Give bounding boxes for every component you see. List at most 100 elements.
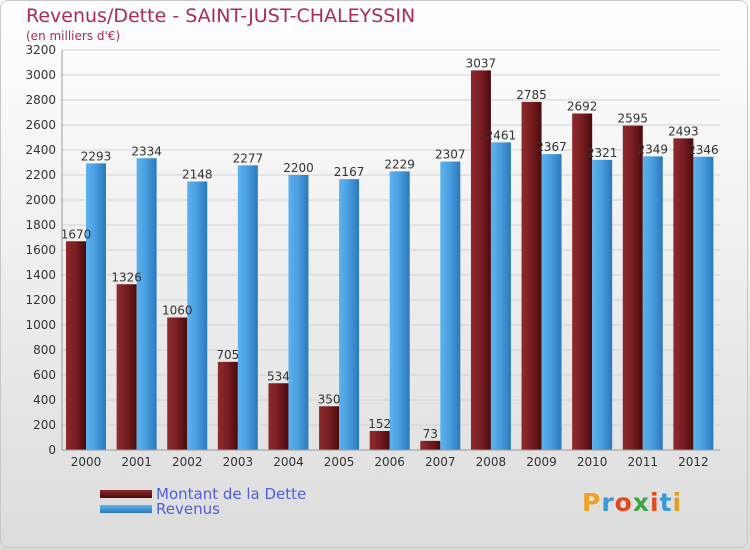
legend-item-debt: Montant de la Dette [100,484,307,503]
debt-value-label: 705 [216,348,239,362]
debt-value-label: 2692 [567,100,598,114]
revenue-value-label: 2277 [233,151,264,165]
y-tick-label: 3200 [25,43,56,57]
debt-value-label: 1670 [61,227,92,241]
debt-value-label: 2493 [668,124,699,138]
debt-value-label: 3037 [466,56,497,70]
revenue-value-label: 2167 [334,165,365,179]
revenue-bar [693,156,714,450]
revenue-bar [86,163,106,450]
x-tick-label: 2010 [577,455,608,469]
revenue-value-label: 2349 [637,142,668,156]
y-tick-label: 2000 [25,193,56,207]
chart-subtitle: (en milliers d'€) [26,29,121,43]
debt-value-label: 2785 [516,88,547,102]
legend-item-revenue: Revenus [100,499,306,518]
y-tick-label: 2400 [25,143,56,157]
x-tick-label: 2002 [172,455,203,469]
logo-letter: P [582,488,602,517]
debt-bar [369,431,390,450]
debt-value-label: 1060 [162,304,193,318]
x-axis-ticks: 2000 2001 2002 2003 2004 2005 2006 2007 2008 2009… [71,455,709,469]
y-tick-label: 800 [33,343,56,357]
debt-bar [217,361,238,450]
logo-letter: o [614,488,633,517]
debt-bar [268,383,289,450]
debt-value-label: 152 [368,417,391,431]
revenue-value-label: 2293 [81,149,112,163]
x-tick-label: 2012 [678,455,709,469]
revenue-value-label: 2334 [131,144,162,158]
x-tick-label: 2003 [223,455,254,469]
revenue-bar [642,156,663,450]
bars [66,70,714,450]
debt-value-label: 73 [423,427,438,441]
legend-swatch-debt [100,489,152,498]
logo-letter: r [601,488,615,517]
revenue-bar [339,179,360,450]
legend-label-revenue: Revenus [156,499,220,518]
y-tick-label: 1600 [25,243,56,257]
y-tick-label: 3000 [25,68,56,82]
y-tick-label: 2800 [25,93,56,107]
debt-bar [572,113,593,450]
revenue-bar [187,181,208,450]
debt-bar [66,241,86,450]
y-tick-label: 200 [33,418,56,432]
debt-value-label: 350 [318,392,341,406]
revenue-value-label: 2461 [486,128,517,142]
x-tick-label: 2009 [526,455,557,469]
revenue-value-label: 2346 [688,143,719,157]
x-tick-label: 2007 [425,455,456,469]
legend-label-debt: Montant de la Dette [156,484,307,503]
chart-title: Revenus/Dette - SAINT-JUST-CHALEYSSIN [26,5,416,27]
x-tick-label: 2008 [476,455,507,469]
revenue-bar [237,165,258,450]
y-tick-label: 0 [48,443,56,457]
revenue-value-label: 2321 [587,146,618,160]
y-tick-label: 1200 [25,293,56,307]
legend: Montant de la Dette Revenus [100,484,307,518]
debt-bar [420,440,441,450]
x-tick-label: 2006 [374,455,405,469]
revenue-value-label: 2148 [182,168,213,182]
revenue-value-label: 2229 [384,157,415,171]
revenue-bar [136,158,157,450]
logo-letter: t [659,488,673,517]
y-tick-label: 2200 [25,168,56,182]
x-tick-label: 2004 [273,455,304,469]
revenue-value-label: 2200 [283,161,314,175]
debt-bar [470,70,491,450]
x-tick-label: 2000 [71,455,102,469]
logo-letter: x [632,488,650,517]
debt-value-label: 2595 [617,112,648,126]
revenue-bar [490,142,511,450]
data-labels: 1670 2293 1326 2334 1060 2148 705 2277 534 2200 35… [61,56,719,441]
debt-value-label: 1326 [111,270,142,284]
debt-bar [116,284,137,450]
y-tick-label: 1800 [25,218,56,232]
revenue-bar [288,175,309,450]
debt-bar [167,317,188,450]
debt-bar [673,138,694,450]
revenue-bar [541,154,562,450]
y-tick-label: 600 [33,368,56,382]
revenue-bar [592,159,613,450]
x-tick-label: 2005 [324,455,355,469]
y-tick-label: 400 [33,393,56,407]
debt-value-label: 534 [267,369,290,383]
debt-bar [319,406,340,450]
y-tick-label: 2600 [25,118,56,132]
debt-bar [622,125,643,450]
revenue-bar [440,161,461,450]
y-axis-ticks: 0 200 400 600 800 1000 1200 1400 1600 1800 2000 220… [25,43,56,457]
x-tick-label: 2011 [627,455,658,469]
revenue-bar [389,171,410,450]
debt-bar [521,101,542,450]
legend-swatch-revenue [100,504,152,513]
revenue-value-label: 2307 [435,148,466,162]
logo-letter: i [650,488,660,517]
y-tick-label: 1400 [25,268,56,282]
